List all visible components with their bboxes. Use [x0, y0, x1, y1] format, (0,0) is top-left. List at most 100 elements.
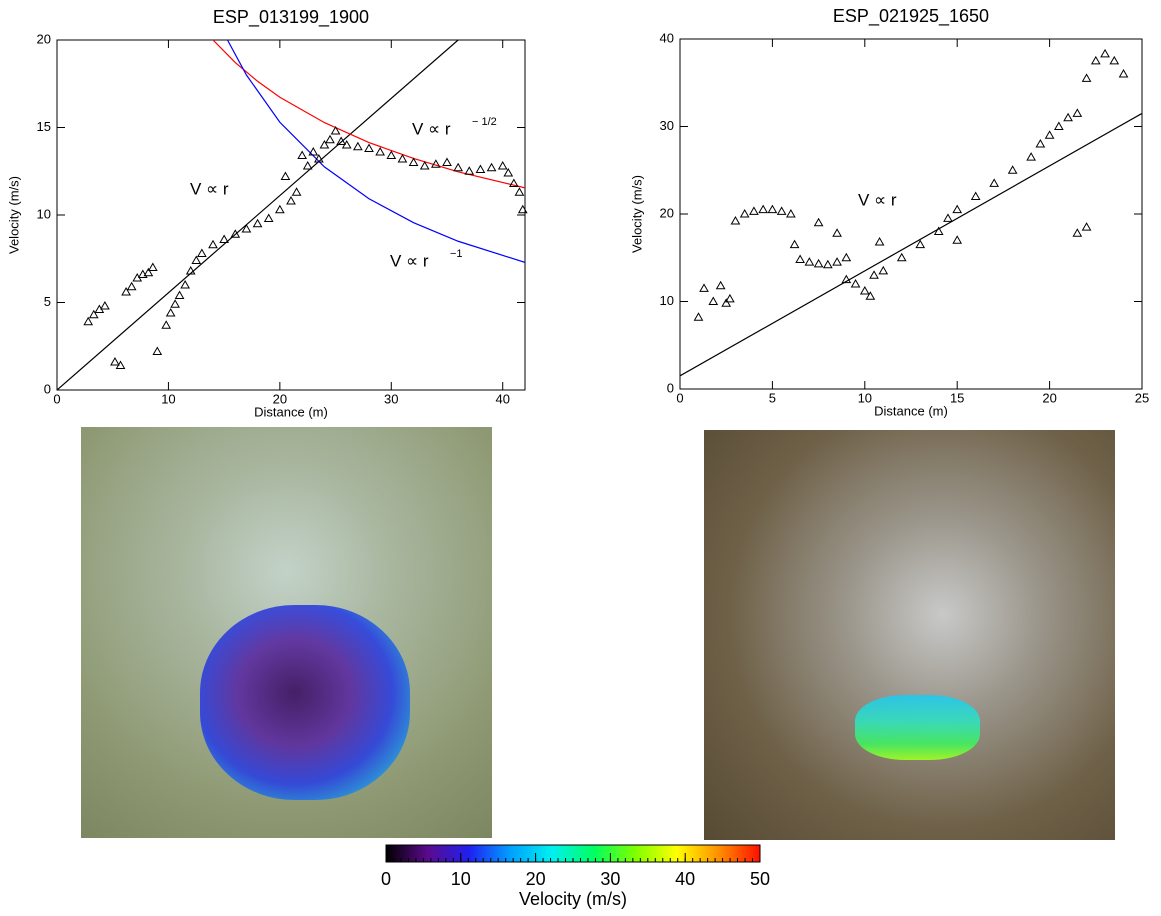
- data-point: [739, 208, 750, 218]
- y-tick-label: 20: [660, 205, 674, 220]
- x-tick-label: 0: [381, 869, 391, 889]
- x-tick-label: 25: [1135, 390, 1149, 405]
- data-point: [442, 157, 452, 166]
- data-point: [219, 234, 230, 243]
- data-point: [841, 252, 852, 262]
- y-axis-label: Velocity (m/s): [6, 176, 21, 254]
- data-point: [1007, 165, 1018, 174]
- annotation: V ∝ r: [412, 119, 451, 138]
- data-point: [517, 204, 528, 214]
- x-tick-label: 15: [950, 390, 964, 405]
- data-point: [397, 153, 408, 163]
- data-point: [152, 346, 163, 355]
- data-point: [1044, 130, 1055, 139]
- fit-line: [212, 40, 525, 189]
- data-point: [302, 160, 313, 170]
- annotation-sup: − 1/2: [472, 116, 497, 128]
- data-point: [730, 215, 741, 225]
- velocity-field: [855, 695, 980, 760]
- data-point: [721, 298, 732, 307]
- colorbar-label: Velocity (m/s): [519, 889, 627, 909]
- data-point: [952, 235, 963, 244]
- data-point: [832, 257, 842, 266]
- data-point: [865, 291, 876, 300]
- data-point: [161, 320, 172, 329]
- data-point: [1081, 222, 1092, 231]
- annotation: V ∝ r: [390, 251, 429, 270]
- x-tick-label: 10: [858, 390, 872, 405]
- x-axis-label: Distance (m): [874, 403, 948, 418]
- fit-line: [226, 40, 525, 263]
- data-point: [330, 125, 341, 135]
- x-tick-label: 0: [53, 391, 60, 406]
- data-point: [1035, 138, 1046, 148]
- x-tick-label: 30: [600, 869, 620, 889]
- data-point: [486, 162, 497, 172]
- data-point: [88, 309, 99, 319]
- data-point: [408, 157, 419, 166]
- data-point: [126, 281, 137, 291]
- data-point: [274, 204, 285, 214]
- data-point: [786, 208, 796, 218]
- x-tick-label: 20: [273, 391, 287, 406]
- x-tick-label: 0: [676, 390, 683, 405]
- data-point: [933, 226, 944, 235]
- annotation: V ∝ r: [858, 190, 897, 209]
- data-point: [241, 223, 252, 233]
- data-point: [475, 164, 486, 173]
- data-point: [1090, 55, 1101, 65]
- data-point: [280, 171, 291, 180]
- data-point: [693, 312, 704, 321]
- data-point: [147, 262, 158, 271]
- y-axis-label: Velocity (m/s): [629, 175, 644, 253]
- data-point: [804, 257, 815, 266]
- data-point: [170, 299, 180, 308]
- data-point: [841, 274, 852, 284]
- data-point: [503, 167, 514, 177]
- data-point: [464, 166, 475, 175]
- y-tick-label: 0: [667, 380, 674, 395]
- data-point: [869, 270, 879, 279]
- data-point: [1072, 228, 1083, 237]
- data-point: [970, 191, 981, 200]
- data-point: [822, 259, 833, 269]
- data-point: [83, 316, 94, 326]
- y-tick-label: 40: [660, 30, 674, 45]
- data-point: [100, 300, 110, 310]
- data-point: [850, 278, 861, 288]
- data-point: [725, 293, 735, 303]
- x-tick-label: 10: [451, 869, 471, 889]
- data-point: [514, 187, 525, 196]
- data-point: [989, 178, 1000, 187]
- x-tick-label: 20: [1042, 390, 1056, 405]
- fit-line: [680, 112, 1142, 377]
- data-point: [1109, 55, 1120, 65]
- data-point: [252, 218, 263, 228]
- data-point: [878, 265, 889, 275]
- y-tick-label: 30: [660, 118, 674, 133]
- data-point: [263, 213, 274, 222]
- data-point: [196, 248, 207, 257]
- data-point: [336, 136, 347, 145]
- data-point: [286, 195, 296, 205]
- data-point: [915, 239, 926, 249]
- data-point: [325, 134, 335, 144]
- data-point: [789, 239, 800, 249]
- y-tick-label: 10: [37, 206, 51, 221]
- data-point: [1072, 108, 1083, 117]
- data-point: [110, 356, 120, 366]
- data-point: [143, 267, 154, 277]
- data-point: [943, 213, 953, 222]
- x-tick-label: 20: [526, 869, 546, 889]
- data-point: [453, 162, 464, 172]
- data-point: [1063, 112, 1073, 122]
- data-point: [352, 141, 363, 151]
- x-tick-label: 10: [161, 391, 175, 406]
- data-point: [896, 252, 907, 262]
- x-tick-label: 5: [769, 390, 776, 405]
- data-point: [430, 159, 441, 168]
- data-point: [341, 139, 352, 149]
- data-point: [364, 143, 374, 152]
